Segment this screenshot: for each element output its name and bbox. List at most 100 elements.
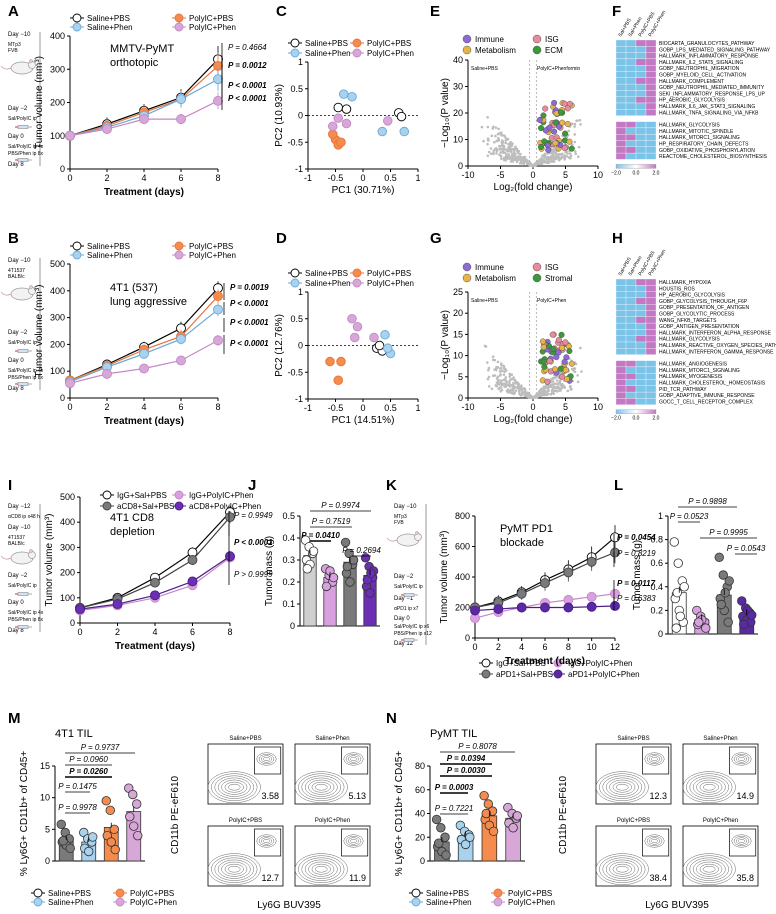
region-label: PolyIC+Phenformin xyxy=(537,66,580,72)
chart-a-ytick: 100 xyxy=(50,131,65,141)
heatmap-cell xyxy=(645,391,657,399)
gene-point xyxy=(487,385,491,388)
legend-label: Saline+PBS xyxy=(305,39,348,48)
facs-contour xyxy=(207,771,261,804)
y-axis-label: PC2 (12.76%) xyxy=(274,314,285,377)
facs-x-label: Ly6G BUV395 xyxy=(257,900,321,911)
heatmap-cell xyxy=(625,96,637,104)
heatmap-cell xyxy=(645,316,657,324)
facs-contour xyxy=(263,756,270,762)
gene-point xyxy=(514,381,518,385)
gene-point xyxy=(503,148,507,151)
highlighted-gene-point xyxy=(551,128,558,135)
chart-g-axes: -10 -5 0 5 10 0 5 10 15 20 25 Saline+PBS PolyIC+Phen… xyxy=(440,287,603,425)
heatmap-cell xyxy=(645,96,657,104)
chart-c-ytick: 0 xyxy=(298,111,303,121)
heatmap-cell xyxy=(635,304,647,311)
gene-point xyxy=(508,380,511,384)
heatmap-cell xyxy=(645,385,657,393)
p-value-label: P = 0.7519 xyxy=(312,517,351,526)
p-value-label: P = 0.4664 xyxy=(228,43,267,52)
heatmap-color-scale xyxy=(615,409,657,414)
heatmap-cell xyxy=(635,96,647,104)
chart-k-xtick: 2 xyxy=(496,642,501,652)
heatmap-cell xyxy=(625,46,637,53)
chart-l-ytick: 0 xyxy=(658,629,663,639)
gene-point xyxy=(519,394,523,397)
chart-k-axes: 0 2 4 6 8 10 12 0 200 400 600 800 Treatment (days) Tu… xyxy=(439,511,620,667)
gene-point xyxy=(512,386,516,390)
legend-label: PolyIC+Phen xyxy=(189,251,236,260)
heatmap-cell xyxy=(635,109,647,116)
facs-contour xyxy=(301,775,341,799)
series-saline-phen xyxy=(65,302,223,387)
legend-label: Saline+Phen xyxy=(87,251,133,260)
pca-point xyxy=(380,330,390,340)
p-value-label: P = 0.9978 xyxy=(58,803,97,812)
chart-e-xtick: 5 xyxy=(563,170,568,180)
data-point xyxy=(125,811,135,822)
pca-point xyxy=(399,126,410,137)
chart-l-ytick: 0.6 xyxy=(650,558,663,568)
region-label: PolyIC+Phen xyxy=(537,298,567,304)
facs-gate xyxy=(642,746,670,775)
facs-contour xyxy=(343,834,364,848)
gene-point xyxy=(501,148,505,152)
chart-n-axes: 0 20 40 60 80 % Ly6G+ CD11b+ of CD45+ xyxy=(394,751,525,877)
legend-label: ECM xyxy=(545,46,563,55)
legend-label: IgG+Sal+PBS xyxy=(496,659,546,668)
schematic-text: Day −10 xyxy=(8,525,31,531)
chart-b-ytick: 200 xyxy=(50,339,65,349)
data-point xyxy=(176,355,186,366)
gene-point xyxy=(514,389,518,392)
chart-j-ytick: 0.3 xyxy=(282,555,295,565)
gene-point xyxy=(523,155,527,159)
facs-contour xyxy=(644,834,665,848)
gene-point xyxy=(540,162,544,166)
heatmap-cell xyxy=(615,297,627,305)
heatmap-h: Sal+PBSSal+PhenPolyIC+PBSPolyIC+PhenHALL… xyxy=(611,248,776,421)
gene-point xyxy=(554,386,558,389)
data-point xyxy=(436,823,446,833)
gene-point xyxy=(502,365,506,368)
highlighted-gene-point xyxy=(552,140,559,147)
heatmap-row-label: HALLMARK_TNFA_SIGNALING_VIA_NFKB xyxy=(659,110,759,116)
y-axis-label: % Ly6G+ CD11b+ of CD45+ xyxy=(394,751,405,877)
x-axis-label: Treatment (days) xyxy=(104,416,184,427)
chart-e-ytick: 30 xyxy=(453,82,463,92)
schematic-text: BALB/c xyxy=(8,274,25,280)
heatmap-cell xyxy=(645,348,657,355)
gene-point xyxy=(518,162,522,165)
highlighted-gene-point xyxy=(555,336,562,343)
p-value-label: P = 0.9737 xyxy=(81,743,120,752)
legend-label: PolyIC+Phen xyxy=(130,898,177,907)
chart-k-xtick: 0 xyxy=(472,642,477,652)
chart-a-ytick: 400 xyxy=(50,31,65,41)
data-point xyxy=(225,551,235,562)
heatmap-row-label: HALLMARK_INFLAMMATORY_RESPONSE xyxy=(659,54,759,60)
gene-point xyxy=(494,146,498,150)
pca-point xyxy=(383,116,393,126)
panel-letter-l: L xyxy=(614,477,623,494)
facs-contour xyxy=(736,837,747,845)
heatmap-cell xyxy=(645,360,657,368)
chart-g-ytick: 15 xyxy=(453,329,463,339)
data-point xyxy=(671,623,681,633)
heatmap-cell xyxy=(615,102,627,110)
gene-point xyxy=(521,160,525,163)
gene-point xyxy=(503,385,506,388)
gene-point xyxy=(496,132,500,136)
data-point xyxy=(669,537,679,547)
chart-i-ytick: 300 xyxy=(60,542,75,552)
gene-point xyxy=(543,155,546,159)
heatmap-cell xyxy=(625,127,637,135)
heatmap-cell xyxy=(635,71,647,78)
gene-point xyxy=(573,140,577,144)
chart-c-xtick: -0.5 xyxy=(328,173,344,183)
p-value-label: P = 0.8219 xyxy=(617,549,656,558)
schematic-text: Sal/PolyIC ip xyxy=(8,583,37,589)
highlighted-gene-point xyxy=(541,363,548,370)
heatmap-cell xyxy=(635,65,647,72)
